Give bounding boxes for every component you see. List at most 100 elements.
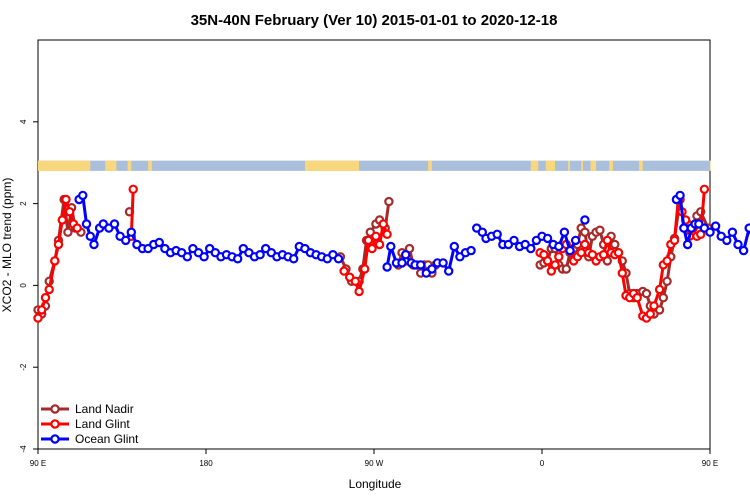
- data-point: [333, 254, 344, 264]
- data-point: [492, 229, 502, 239]
- data-point: [40, 293, 51, 303]
- legend-marker: [50, 434, 60, 444]
- data-point: [602, 235, 613, 246]
- data-point: [255, 249, 265, 260]
- legend-label: Ocean Glint: [75, 432, 139, 446]
- data-point: [363, 235, 374, 246]
- x-axis: 90 E 180 90 W 0 90 E: [30, 449, 718, 468]
- land-band-segment-13: [710, 160, 711, 171]
- data-point: [72, 223, 82, 233]
- data-point: [641, 288, 652, 299]
- data-point: [444, 266, 454, 276]
- x-axis-label: Longitude: [349, 477, 402, 491]
- data-point: [401, 249, 411, 260]
- ocean-band: [38, 160, 710, 171]
- data-point: [126, 227, 137, 237]
- data-point: [559, 227, 570, 237]
- data-point: [78, 190, 88, 201]
- series-1: [33, 184, 710, 323]
- data-point: [733, 239, 743, 250]
- land-band-segment-12: [639, 160, 643, 171]
- data-point: [89, 239, 99, 250]
- land-band-segment-3: [148, 160, 152, 171]
- data-point: [738, 245, 749, 256]
- data-point: [120, 235, 131, 246]
- data-point: [727, 227, 738, 237]
- data-point: [610, 239, 620, 250]
- data-point: [598, 249, 609, 260]
- data-point: [64, 207, 75, 217]
- land-band-segment-7: [545, 160, 556, 171]
- data-point: [354, 286, 364, 297]
- data-point: [37, 305, 47, 315]
- y-axis-label: XCO2 - MLO trend (ppm): [0, 178, 14, 313]
- data-point: [50, 256, 60, 266]
- data-point: [63, 227, 73, 237]
- data-point: [580, 227, 590, 237]
- legend-marker: [50, 404, 60, 414]
- data-point: [542, 233, 553, 244]
- data-point: [438, 258, 448, 268]
- land-band-segment-4: [304, 160, 360, 171]
- data-point: [154, 237, 164, 248]
- y-tick-label: -2: [19, 363, 28, 371]
- data-point: [662, 276, 672, 286]
- land-band-segment-11: [609, 160, 613, 171]
- data-point: [675, 190, 685, 201]
- data-point: [61, 194, 71, 205]
- legend-label: Land Nadir: [75, 402, 134, 416]
- data-point: [565, 245, 575, 256]
- data-point: [384, 196, 394, 207]
- data-point: [580, 239, 590, 250]
- data-point: [378, 219, 388, 229]
- data-point: [595, 225, 605, 235]
- data-point: [699, 184, 710, 194]
- land-band-segment-0: [38, 160, 91, 171]
- data-point: [669, 235, 680, 246]
- land-ocean-band: [38, 160, 711, 171]
- y-tick-label: 4: [19, 119, 28, 124]
- data-point: [613, 247, 624, 258]
- land-band-segment-10: [590, 160, 597, 171]
- data-point: [654, 284, 665, 295]
- data-point: [580, 215, 590, 225]
- data-point: [542, 256, 553, 266]
- data-point: [662, 256, 672, 266]
- data-point: [128, 184, 138, 194]
- land-band-segment-1: [105, 160, 117, 171]
- land-band-segment-5: [428, 160, 432, 171]
- data-point: [427, 264, 437, 274]
- land-band-segment-2: [127, 160, 132, 171]
- data-point: [550, 260, 560, 270]
- data-point: [710, 221, 721, 231]
- y-tick-label: 2: [19, 201, 28, 206]
- data-point: [109, 219, 120, 229]
- data-point: [367, 243, 377, 254]
- x-tick-label: 90 E: [702, 459, 718, 468]
- y-tick-label: -4: [19, 445, 28, 453]
- data-point: [561, 264, 572, 274]
- data-point: [360, 264, 370, 274]
- data-point: [397, 258, 407, 268]
- land-band-segment-6: [530, 160, 539, 171]
- data-point: [182, 252, 192, 262]
- data-point: [382, 229, 392, 239]
- data-point: [576, 247, 586, 258]
- legend-item-0: Land Nadir: [41, 402, 134, 416]
- x-tick-label: 90 E: [30, 459, 46, 468]
- data-point: [350, 276, 360, 286]
- series-2: [74, 190, 750, 278]
- data-point: [679, 223, 689, 233]
- data-point: [339, 266, 349, 276]
- data-point: [526, 243, 536, 254]
- data-point: [554, 241, 564, 252]
- data-point: [658, 293, 669, 303]
- legend-item-1: Land Glint: [41, 417, 130, 431]
- data-point: [617, 268, 628, 278]
- x-tick-label: 90 W: [365, 459, 384, 468]
- data-point: [570, 235, 581, 246]
- chart-title: 35N-40N February (Ver 10) 2015-01-01 to …: [191, 12, 558, 29]
- data-point: [722, 235, 732, 246]
